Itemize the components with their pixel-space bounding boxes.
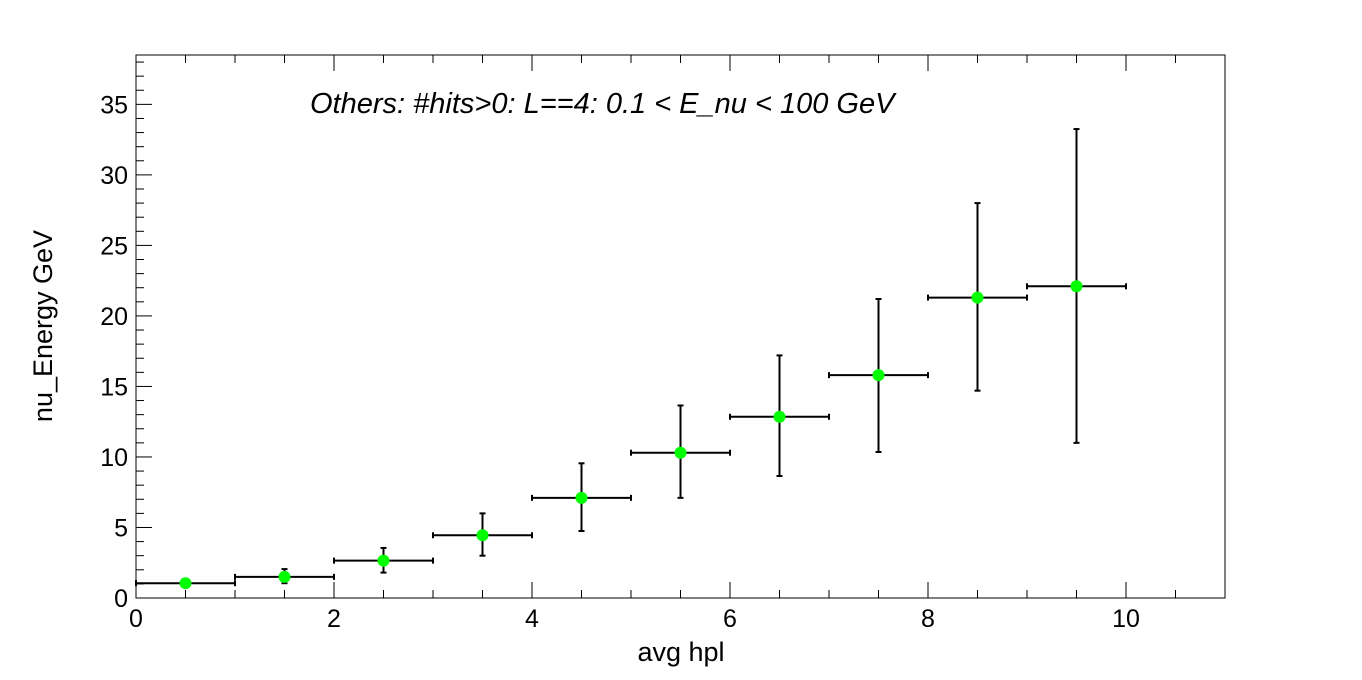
x-tick-label: 4 [525, 605, 539, 633]
y-tick-label: 20 [100, 303, 128, 331]
y-tick-label: 0 [114, 585, 128, 613]
y-tick-label: 15 [100, 373, 128, 401]
data-point [1070, 280, 1083, 293]
y-tick-label: 5 [114, 514, 128, 542]
x-tick-label: 10 [1112, 605, 1140, 633]
data-point [674, 446, 687, 459]
y-tick-label: 30 [100, 162, 128, 190]
y-tick-label: 35 [100, 91, 128, 119]
chart-title: Others: #hits>0: L==4: 0.1 < E_nu < 100 … [310, 88, 897, 120]
data-point [476, 529, 489, 542]
axes: 0 2 4 6 8 10 0 5 10 15 20 25 30 35 [100, 55, 1226, 633]
x-axis-title: avg hpl [637, 637, 724, 667]
plot-frame [135, 54, 1226, 599]
x-tick-label: 6 [723, 605, 737, 633]
data-point [773, 410, 786, 423]
y-axis-title: nu_Energy GeV [28, 230, 58, 422]
y-tick-label: 25 [100, 232, 128, 260]
data-marks [135, 128, 1127, 590]
data-point [179, 577, 192, 590]
data-point [971, 291, 984, 304]
data-point [872, 369, 885, 382]
x-tick-label: 0 [129, 605, 143, 633]
x-tick-label: 8 [921, 605, 935, 633]
data-point [575, 491, 588, 504]
x-tick-label: 2 [327, 605, 341, 633]
data-point [278, 570, 291, 583]
data-point [377, 554, 390, 567]
y-tick-label: 10 [100, 444, 128, 472]
